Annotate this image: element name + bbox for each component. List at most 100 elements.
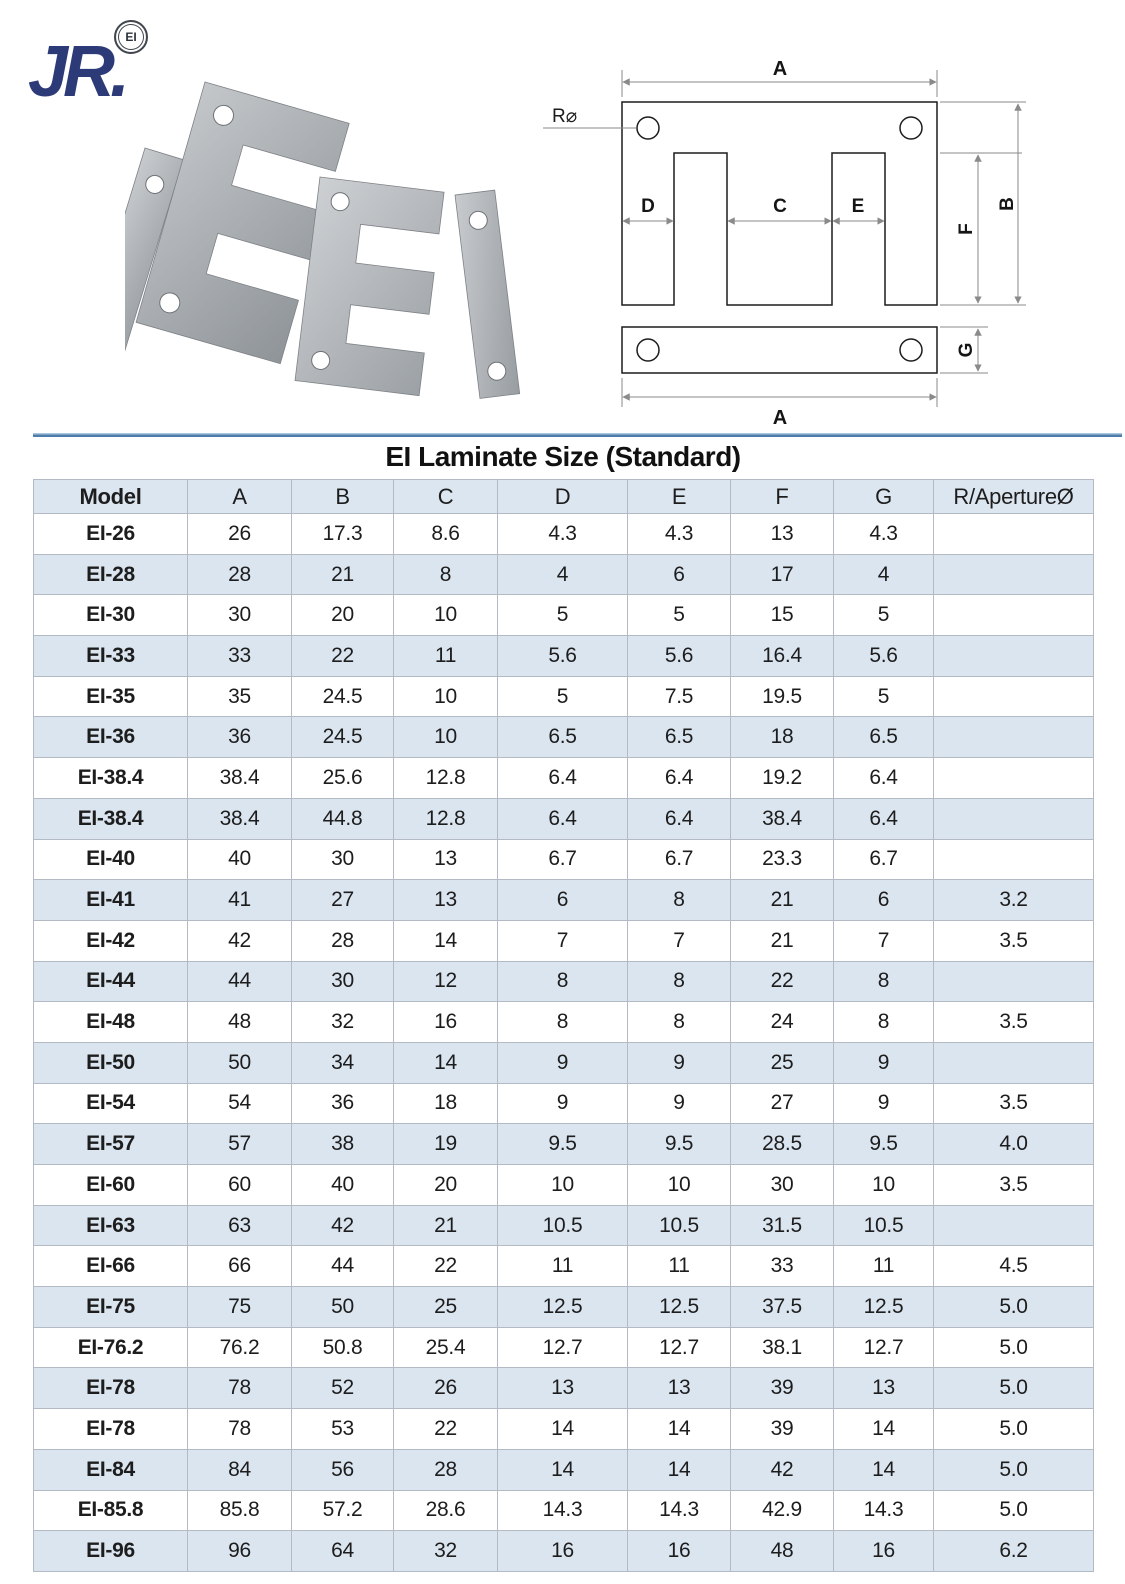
table-row: EI-38.4 38.4 25.6 12.8 6.4 6.4 19.2 6.4	[33, 757, 1094, 799]
model-cell: EI-38.4	[33, 757, 188, 799]
column-header-r-aperture-: R/ApertureØ	[933, 479, 1094, 514]
e-lamination-back	[135, 81, 350, 365]
value-cell: 10.5	[497, 1204, 628, 1247]
value-cell: 19.5	[730, 675, 834, 718]
table-row: EI-76.2 76.2 50.8 25.4 12.7 12.7 38.1 12.7 5.0	[33, 1326, 1094, 1369]
value-cell: 21	[291, 553, 394, 596]
brand-logo: JR. EI	[28, 20, 218, 130]
value-cell: 4.3	[833, 513, 934, 555]
value-cell: 32	[291, 1001, 394, 1043]
value-cell	[933, 675, 1094, 718]
value-cell: 44.8	[291, 797, 394, 840]
column-header-c: C	[393, 479, 498, 514]
value-cell: 3.5	[933, 1001, 1094, 1043]
value-cell: 3.5	[933, 919, 1094, 962]
value-cell: 14	[627, 1448, 731, 1491]
value-cell: 12.7	[627, 1326, 731, 1369]
value-cell: 60	[187, 1164, 292, 1206]
value-cell: 14.3	[627, 1489, 731, 1532]
value-cell: 25.6	[291, 757, 394, 799]
value-cell: 6.4	[497, 797, 628, 840]
value-cell: 22	[393, 1408, 498, 1450]
value-cell: 40	[187, 838, 292, 881]
value-cell: 23.3	[730, 838, 834, 881]
table-row: EI-40 40 30 13 6.7 6.7 23.3 6.7	[33, 838, 1094, 881]
value-cell: 8	[497, 960, 628, 1003]
value-cell: 36	[291, 1082, 394, 1125]
value-cell: 21	[730, 879, 834, 921]
value-cell: 75	[187, 1286, 292, 1328]
value-cell: 39	[730, 1408, 834, 1450]
value-cell: 44	[291, 1245, 394, 1288]
value-cell: 10.5	[833, 1204, 934, 1247]
value-cell: 56	[291, 1448, 394, 1491]
value-cell: 38.4	[187, 797, 292, 840]
value-cell: 21	[393, 1204, 498, 1247]
value-cell: 9.5	[497, 1123, 628, 1165]
value-cell: 6.5	[627, 716, 731, 759]
value-cell: 17.3	[291, 513, 394, 555]
column-header-model: Model	[33, 479, 188, 514]
value-cell: 13	[833, 1367, 934, 1410]
value-cell	[933, 716, 1094, 759]
value-cell: 78	[187, 1367, 292, 1410]
e-lamination-front	[294, 176, 445, 397]
value-cell: 5	[833, 594, 934, 637]
model-cell: EI-44	[33, 960, 188, 1003]
value-cell: 22	[730, 960, 834, 1003]
value-cell	[933, 513, 1094, 555]
value-cell: 12.7	[497, 1326, 628, 1369]
value-cell: 12.8	[393, 797, 498, 840]
value-cell: 44	[187, 960, 292, 1003]
value-cell: 14	[393, 919, 498, 962]
model-cell: EI-84	[33, 1448, 188, 1491]
value-cell: 13	[393, 879, 498, 921]
table-row: EI-60 60 40 20 10 10 30 10 3.5	[33, 1164, 1094, 1206]
model-cell: EI-57	[33, 1123, 188, 1165]
value-cell	[933, 797, 1094, 840]
model-cell: EI-75	[33, 1286, 188, 1328]
table-row: EI-63 63 42 21 10.5 10.5 31.5 10.5	[33, 1204, 1094, 1247]
value-cell: 37.5	[730, 1286, 834, 1328]
value-cell	[933, 1204, 1094, 1247]
value-cell: 50	[187, 1041, 292, 1084]
model-cell: EI-33	[33, 635, 188, 677]
value-cell: 63	[187, 1204, 292, 1247]
dim-label-f: F	[956, 223, 977, 235]
table-row: EI-38.4 38.4 44.8 12.8 6.4 6.4 38.4 6.4	[33, 797, 1094, 840]
value-cell: 6.7	[833, 838, 934, 881]
value-cell: 36	[187, 716, 292, 759]
value-cell: 5.0	[933, 1286, 1094, 1328]
value-cell: 14	[497, 1448, 628, 1491]
value-cell: 42.9	[730, 1489, 834, 1532]
value-cell: 8	[627, 1001, 731, 1043]
value-cell: 7	[833, 919, 934, 962]
value-cell: 39	[730, 1367, 834, 1410]
value-cell: 4.0	[933, 1123, 1094, 1165]
value-cell: 13	[627, 1367, 731, 1410]
value-cell: 11	[627, 1245, 731, 1288]
value-cell: 9	[627, 1082, 731, 1125]
value-cell: 48	[730, 1530, 834, 1572]
model-cell: EI-38.4	[33, 797, 188, 840]
value-cell: 4	[833, 553, 934, 596]
value-cell	[933, 757, 1094, 799]
value-cell: 6.7	[627, 838, 731, 881]
column-header-g: G	[833, 479, 934, 514]
value-cell: 5	[497, 594, 628, 637]
value-cell: 4	[497, 553, 628, 596]
table-row: EI-78 78 52 26 13 13 39 13 5.0	[33, 1367, 1094, 1410]
table-row: EI-44 44 30 12 8 8 22 8	[33, 960, 1094, 1003]
value-cell: 6.4	[833, 757, 934, 799]
value-cell: 5.0	[933, 1408, 1094, 1450]
value-cell: 30	[291, 960, 394, 1003]
value-cell: 16	[393, 1001, 498, 1043]
value-cell: 85.8	[187, 1489, 292, 1532]
table-title: EI Laminate Size (Standard)	[385, 441, 741, 472]
table-row: EI-84 84 56 28 14 14 42 14 5.0	[33, 1448, 1094, 1491]
value-cell: 8	[627, 960, 731, 1003]
value-cell: 30	[187, 594, 292, 637]
value-cell: 14.3	[497, 1489, 628, 1532]
model-cell: EI-78	[33, 1367, 188, 1410]
model-cell: EI-76.2	[33, 1326, 188, 1369]
